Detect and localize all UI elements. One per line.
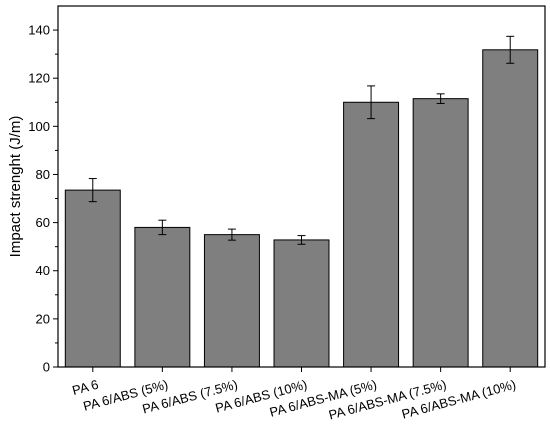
bar: [412, 98, 469, 368]
x-tick-label: PA 6: [71, 377, 100, 398]
y-tick-label: 20: [36, 311, 50, 326]
error-bar: [227, 228, 236, 241]
error-bar: [158, 219, 167, 236]
bar: [64, 189, 121, 368]
error-bar: [297, 235, 306, 245]
bars-group: [64, 49, 539, 368]
y-axis-ticks: 0 20 40 60 80 100 120 140: [28, 23, 58, 375]
bar: [482, 49, 539, 368]
bar: [343, 101, 400, 368]
bar: [203, 234, 260, 368]
y-tick-label: 120: [28, 71, 50, 86]
bar: [273, 239, 330, 368]
y-axis-label: Impact strenght (J/m): [7, 116, 24, 258]
error-bar: [88, 178, 97, 203]
bar: [134, 226, 191, 368]
y-tick-label: 140: [28, 23, 50, 38]
y-tick-label: 60: [36, 215, 50, 230]
y-tick-label: 100: [28, 119, 50, 134]
y-tick-label: 80: [36, 167, 50, 182]
error-bar: [436, 93, 445, 104]
error-bar: [367, 85, 376, 120]
error-bars-group: [88, 35, 515, 245]
y-tick-label: 40: [36, 263, 50, 278]
error-bar: [506, 35, 515, 64]
y-tick-label: 0: [43, 360, 50, 375]
x-axis-ticks: PA 6PA 6/ABS (5%)PA 6/ABS (7.5%)PA 6/ABS…: [71, 367, 517, 423]
plot-frame: [57, 5, 546, 368]
